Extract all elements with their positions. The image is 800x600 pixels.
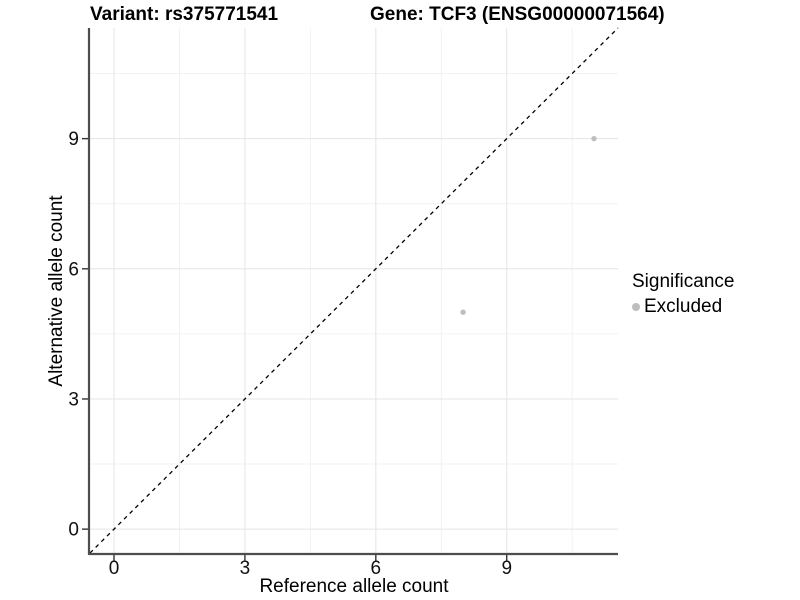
data-point	[460, 309, 466, 315]
x-tick-label: 9	[501, 558, 512, 579]
x-axis-label: Reference allele count	[259, 576, 449, 597]
x-tick-label: 3	[240, 558, 251, 579]
x-tick-label: 0	[109, 558, 120, 579]
excluded-point-icon	[632, 303, 640, 311]
y-tick-label: 9	[68, 129, 79, 150]
plot-title-variant: Variant: rs375771541	[90, 4, 279, 25]
x-tick-label: 6	[371, 558, 382, 579]
y-tick-label: 0	[68, 520, 79, 541]
legend-entry-label: Excluded	[644, 296, 723, 317]
y-tick-label: 3	[68, 389, 79, 410]
legend-entry-excluded: Excluded	[632, 296, 734, 318]
y-tick-label: 6	[68, 259, 79, 280]
plot-title-gene: Gene: TCF3 (ENSG00000071564)	[370, 4, 665, 25]
legend: Significance Excluded	[632, 271, 734, 318]
data-point	[591, 135, 597, 142]
identity-line	[89, 27, 619, 554]
legend-title: Significance	[632, 271, 735, 292]
y-axis-label: Alternative allele count	[46, 195, 67, 387]
